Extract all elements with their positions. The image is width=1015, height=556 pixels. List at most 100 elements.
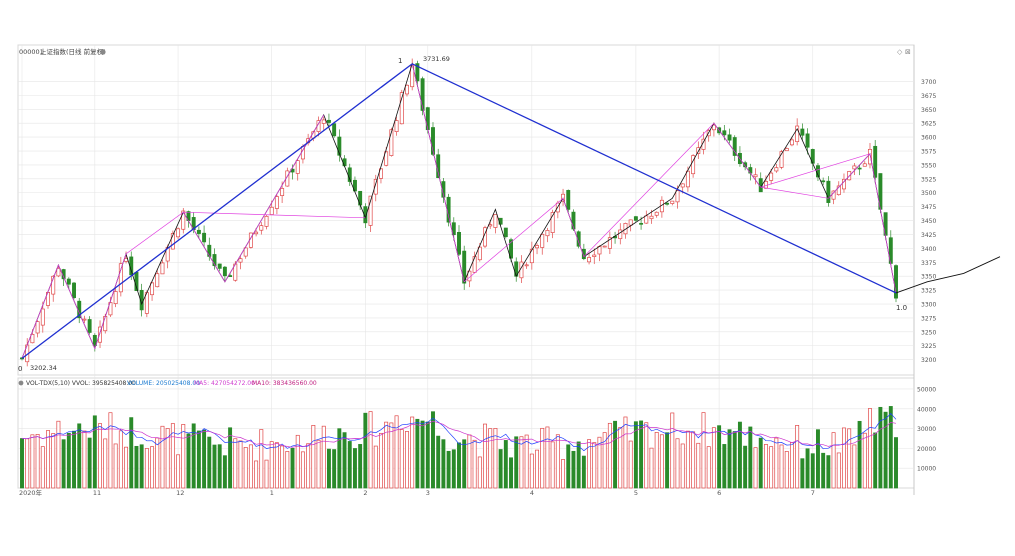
candle-up xyxy=(259,225,264,231)
date-tick-label: 2020年 xyxy=(19,488,43,497)
candle-up xyxy=(789,139,794,146)
candle-up xyxy=(550,212,555,233)
date-tick-label: 12 xyxy=(176,489,184,497)
candle-up xyxy=(784,148,789,152)
volume-bar-up xyxy=(118,430,123,489)
volume-bar-up xyxy=(384,421,389,489)
volume-bar-down xyxy=(727,429,732,489)
volume-bar-down xyxy=(457,442,461,489)
candle-up xyxy=(40,308,45,326)
volume-bar-up xyxy=(254,460,259,489)
candle-down xyxy=(633,216,638,221)
candle-up xyxy=(269,206,274,215)
candle-down xyxy=(425,107,430,131)
volume-bar-down xyxy=(436,435,441,489)
price-tick-label: 3250 xyxy=(921,329,936,336)
volume-tick-label: 30000 xyxy=(917,426,936,433)
volume-bar-up xyxy=(795,425,800,489)
candle-up xyxy=(264,215,269,227)
candle-up xyxy=(150,282,155,296)
price-tick-label: 3275 xyxy=(921,315,936,322)
volume-bar-up xyxy=(836,452,841,489)
candle-down xyxy=(207,244,212,257)
candle-up xyxy=(30,333,35,344)
volume-bar-up xyxy=(488,428,493,489)
volume-bar-down xyxy=(737,421,742,489)
volume-bar-down xyxy=(821,452,826,489)
volume-bar-up xyxy=(753,447,758,489)
volume-bar-up xyxy=(597,436,602,489)
volume-bar-down xyxy=(581,455,586,489)
volume-bar-up xyxy=(659,434,664,489)
volume-bar-up xyxy=(477,456,482,489)
volume-bar-up xyxy=(410,416,415,489)
volume-bar-up xyxy=(483,423,487,489)
date-tick-label: 4 xyxy=(530,489,534,497)
candle-up xyxy=(779,151,784,168)
panel-close-icon[interactable]: ⊠ xyxy=(905,48,911,56)
price-tick-label: 3575 xyxy=(921,149,936,156)
volume-bar-up xyxy=(493,428,498,489)
volume-bar-down xyxy=(857,420,862,489)
volume-bar-up xyxy=(789,442,794,489)
volume-bar-down xyxy=(342,432,347,489)
price-tick-label: 3350 xyxy=(921,274,936,281)
volume-bar-up xyxy=(550,441,555,489)
candle-down xyxy=(581,248,586,260)
price-tick-label: 3650 xyxy=(921,107,936,114)
volume-bar-up xyxy=(35,434,40,489)
price-tick-label: 3225 xyxy=(921,343,936,350)
volume-bar-up xyxy=(82,430,87,489)
volume-bar-down xyxy=(425,421,430,489)
candle-up xyxy=(243,247,248,257)
magenta-wave-line xyxy=(125,114,325,283)
candle-down xyxy=(743,162,748,168)
panel-diamond-icon[interactable]: ◇ xyxy=(897,48,903,56)
price-axis: 3200 3225 3250 3275 3300 3325 3350 3375 3400 3425… xyxy=(921,79,936,364)
candle-up xyxy=(321,119,326,124)
volume-bar-down xyxy=(202,429,207,489)
volume-bar-down xyxy=(576,441,581,489)
volume-info-icon[interactable] xyxy=(18,380,24,386)
candle-up xyxy=(82,318,87,321)
volume-bar-down xyxy=(66,432,71,489)
volume-bar-up xyxy=(274,442,279,489)
date-axis: 2020年 11 12 1 2 3 4 5 6 7 xyxy=(19,488,815,497)
candle-up xyxy=(405,84,409,95)
volume-bar-up xyxy=(259,429,264,489)
volume-bar-up xyxy=(535,449,539,489)
volume-bar-up xyxy=(238,440,243,489)
zigzag-wave-line xyxy=(21,62,897,359)
high-price-label: 3731.69 xyxy=(423,55,450,63)
candle-up xyxy=(295,160,300,174)
volume-bar-down xyxy=(420,420,425,489)
candle-down xyxy=(748,167,753,174)
candle-down xyxy=(66,278,71,285)
candle-up xyxy=(836,185,841,196)
volume-bar-down xyxy=(613,420,618,489)
candle-down xyxy=(326,119,331,123)
candle-up xyxy=(118,263,123,293)
title-info-icon[interactable] xyxy=(100,49,106,55)
volume-bar-up xyxy=(150,446,155,489)
volume-bar-up xyxy=(691,431,696,489)
volume-bar-down xyxy=(888,406,893,489)
volume-bar-up xyxy=(862,432,867,489)
candle-up xyxy=(181,210,186,230)
candle-up xyxy=(795,125,800,143)
volume-bar-up xyxy=(243,447,248,489)
candle-up xyxy=(524,264,529,267)
volume-bar-down xyxy=(633,421,638,489)
volume-bar-down xyxy=(743,445,748,489)
candle-down xyxy=(639,222,644,225)
volume-bar-down xyxy=(352,448,357,489)
volume-bar-up xyxy=(30,434,35,489)
volume-bar-up xyxy=(555,434,560,489)
volume-bar-up xyxy=(587,439,592,489)
volume-bar-down xyxy=(826,455,831,489)
candle-up xyxy=(170,233,175,250)
price-tick-label: 3325 xyxy=(921,288,936,295)
volume-bar-down xyxy=(431,411,435,489)
volume-bar-down xyxy=(77,423,82,489)
volume-bar-up xyxy=(165,428,170,489)
